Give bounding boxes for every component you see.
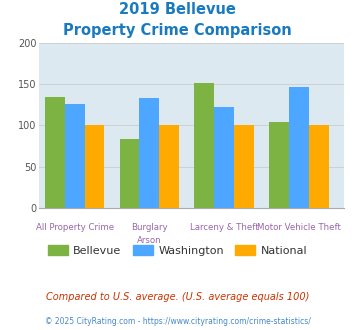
Bar (159, 125, 179, 208)
Bar (45, 96, 65, 208)
Text: Burglary: Burglary (131, 223, 168, 232)
Bar (195, 83, 214, 208)
Text: Larceny & Theft: Larceny & Theft (190, 223, 258, 232)
Text: Motor Vehicle Theft: Motor Vehicle Theft (257, 223, 341, 232)
Text: Property Crime Comparison: Property Crime Comparison (63, 23, 292, 38)
Text: © 2025 CityRating.com - https://www.cityrating.com/crime-statistics/: © 2025 CityRating.com - https://www.city… (45, 317, 310, 326)
Bar (269, 122, 289, 208)
Bar (120, 139, 140, 208)
Bar (84, 125, 104, 208)
Bar (289, 86, 309, 208)
Text: Compared to U.S. average. (U.S. average equals 100): Compared to U.S. average. (U.S. average … (46, 292, 309, 302)
Text: 2019 Bellevue: 2019 Bellevue (119, 2, 236, 16)
Bar (234, 125, 254, 208)
Legend: Bellevue, Washington, National: Bellevue, Washington, National (43, 240, 312, 260)
Bar (309, 125, 328, 208)
Bar (140, 98, 159, 208)
Bar (214, 107, 234, 208)
Bar (65, 104, 84, 208)
Text: Arson: Arson (137, 236, 162, 245)
Text: All Property Crime: All Property Crime (36, 223, 114, 232)
